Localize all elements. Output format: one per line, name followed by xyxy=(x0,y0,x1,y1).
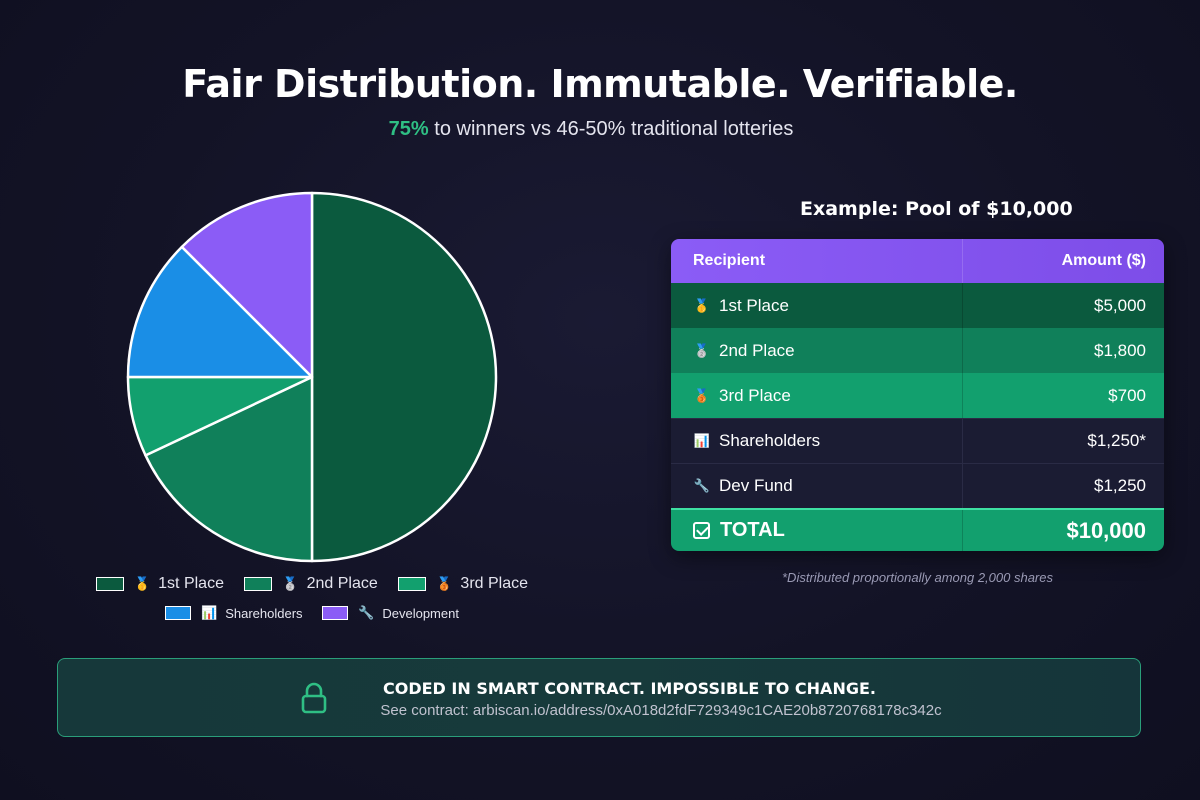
smart-contract-banner: CODED IN SMART CONTRACT. IMPOSSIBLE TO C… xyxy=(57,658,1141,737)
header-amount: Amount ($) xyxy=(962,239,1164,283)
bar-chart-icon: 📊 xyxy=(693,433,711,448)
table-row: 🥈 2nd Place $1,800 xyxy=(671,328,1164,373)
legend-item-shareholders: 📊 Shareholders xyxy=(165,605,303,621)
total-label: TOTAL xyxy=(720,519,785,541)
pie-slice-shareholders xyxy=(126,245,314,379)
table-total-row: TOTAL $10,000 xyxy=(671,508,1164,551)
pie-slice-development xyxy=(180,191,314,379)
checkmark-icon xyxy=(693,522,710,539)
legend-swatch xyxy=(244,577,273,591)
legend-item-2nd-place: 🥈 2nd Place xyxy=(244,575,378,593)
distribution-table: Recipient Amount ($) 🥇 1st Place $5,000 🥈… xyxy=(671,239,1164,551)
legend-swatch xyxy=(322,606,349,620)
pie-slice-2nd-place xyxy=(144,375,314,563)
row-amount: $5,000 xyxy=(962,283,1164,328)
legend-label: Development xyxy=(382,605,459,621)
legend-item-3rd-place: 🥉 3rd Place xyxy=(398,575,528,593)
row-amount: $700 xyxy=(962,373,1164,418)
row-amount: $1,250 xyxy=(962,464,1164,508)
legend-label: 2nd Place xyxy=(306,575,378,592)
table-row: 📊 Shareholders $1,250* xyxy=(671,418,1164,463)
header-recipient: Recipient xyxy=(693,252,766,269)
wrench-icon: 🔧 xyxy=(693,478,711,493)
legend-item-development: 🔧 Development xyxy=(322,605,459,621)
distribution-pie-chart xyxy=(126,191,498,563)
row-recipient: Shareholders xyxy=(719,431,821,450)
row-recipient: 3rd Place xyxy=(719,385,791,405)
silver-medal-icon: 🥈 xyxy=(693,342,711,358)
row-recipient: Dev Fund xyxy=(719,476,793,495)
subtitle-text: to winners vs 46-50% traditional lotteri… xyxy=(428,118,794,140)
gold-medal-icon: 🥇 xyxy=(133,576,151,591)
wrench-icon: 🔧 xyxy=(358,605,375,620)
legend-label: Shareholders xyxy=(225,605,303,621)
bar-chart-icon: 📊 xyxy=(201,605,218,620)
subtitle-highlight: 75% xyxy=(388,118,429,140)
legend-label: 3rd Place xyxy=(460,575,529,592)
row-recipient: 1st Place xyxy=(719,295,789,315)
table-row: 🥇 1st Place $5,000 xyxy=(671,283,1164,328)
table-title: Example: Pool of $10,000 xyxy=(800,198,1073,220)
legend-label: 1st Place xyxy=(158,575,224,592)
page-subtitle: 75% to winners vs 46-50% traditional lot… xyxy=(0,118,1182,141)
chart-legend-row-1: 🥇 1st Place 🥈 2nd Place 🥉 3rd Place xyxy=(0,575,624,596)
bronze-medal-icon: 🥉 xyxy=(693,387,711,403)
table-header-row: Recipient Amount ($) xyxy=(671,239,1164,283)
chart-legend-row-2: 📊 Shareholders 🔧 Development xyxy=(0,605,624,623)
row-amount: $1,800 xyxy=(962,328,1164,373)
row-recipient: 2nd Place xyxy=(719,340,795,360)
bronze-medal-icon: 🥉 xyxy=(436,576,453,591)
gold-medal-icon: 🥇 xyxy=(693,297,711,313)
table-row: 🔧 Dev Fund $1,250 xyxy=(671,463,1164,508)
legend-swatch xyxy=(398,577,427,591)
legend-swatch xyxy=(165,606,192,620)
row-amount: $1,250* xyxy=(962,419,1164,463)
total-amount: $10,000 xyxy=(962,510,1164,551)
page-title: Fair Distribution. Immutable. Verifiable… xyxy=(182,62,1018,106)
legend-item-1st-place: 🥇 1st Place xyxy=(95,575,224,593)
contract-link[interactable]: See contract: arbiscan.io/address/0xA018… xyxy=(380,702,942,719)
legend-swatch xyxy=(95,577,124,591)
table-row: 🥉 3rd Place $700 xyxy=(671,373,1164,418)
pie-slice-1st-place xyxy=(310,191,498,563)
banner-title: CODED IN SMART CONTRACT. IMPOSSIBLE TO C… xyxy=(383,679,876,698)
table-footnote: *Distributed proportionally among 2,000 … xyxy=(782,570,1053,585)
silver-medal-icon: 🥈 xyxy=(282,576,299,591)
lock-icon xyxy=(301,682,327,714)
